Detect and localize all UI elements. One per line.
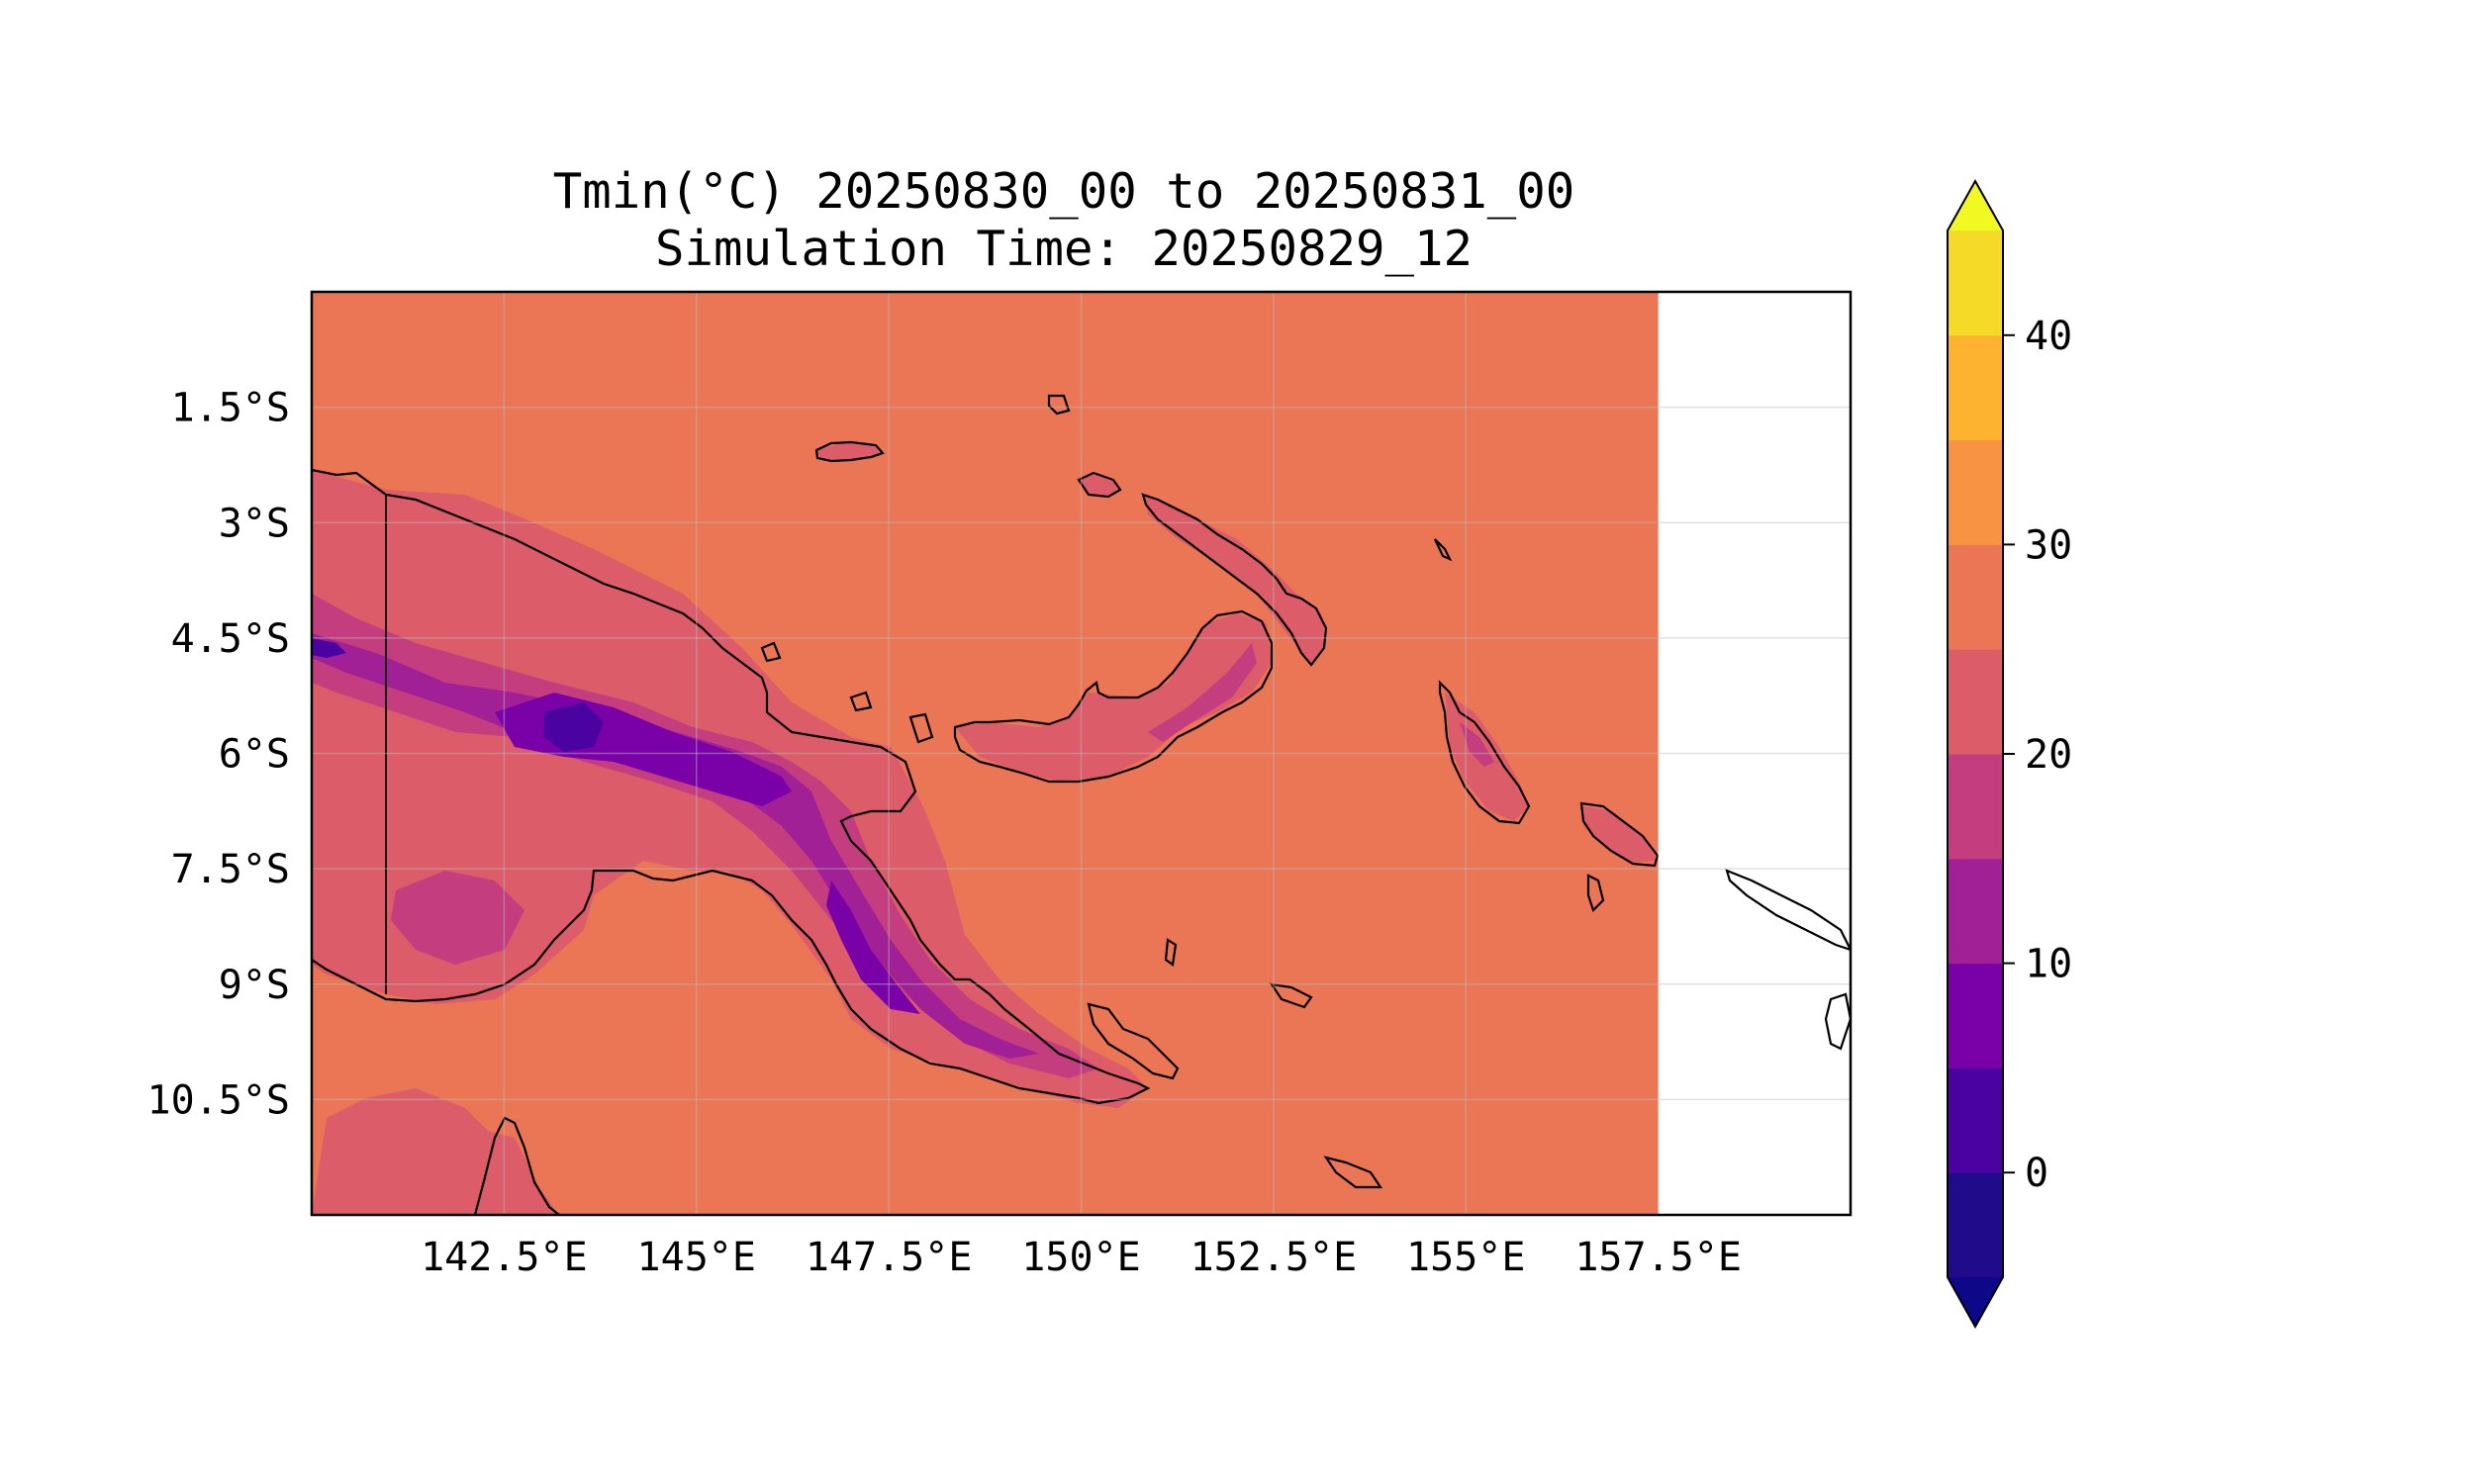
fly-river-highland-band: [391, 871, 524, 965]
louisiade-coastline: [1323, 1156, 1383, 1189]
colorbar-tick-label: 20: [2025, 732, 2072, 778]
santa-isabel-coastline: [1725, 869, 1851, 952]
colorbar-segments: [1947, 178, 2004, 1330]
small-island-4: [849, 691, 873, 712]
colorbar-segment: [1948, 649, 2003, 755]
small-island-2: [1434, 538, 1453, 562]
gridlines: [312, 292, 1851, 1215]
new-britain-coastline: [953, 609, 1274, 784]
lat-tick-label: 6°S: [219, 732, 290, 778]
summit-band: [312, 638, 346, 658]
new-britain-highland-band: [1148, 643, 1257, 742]
colorbar-segment: [1948, 231, 2003, 336]
new-guinea-coastline: [312, 468, 1151, 1105]
colorbar-over-extension: [1948, 181, 2003, 231]
bougainville-highland-band: [1460, 722, 1494, 767]
choiseul-coastline: [1579, 801, 1660, 868]
colorbar-segment: [1948, 334, 2003, 441]
colorbar-segment: [1948, 439, 2003, 545]
manus-coastline: [814, 440, 885, 463]
small-island-3: [760, 641, 782, 663]
map-subtitle: Simulation Time: 20250829_12: [655, 221, 1473, 277]
latitude-tick-labels: 1.5°S 3°S 4.5°S 6°S 7.5°S 9°S 10.5°S: [147, 386, 291, 1124]
colorbar-segment: [1948, 963, 2003, 1068]
mussau-land-band: [1079, 473, 1118, 495]
lon-tick-label: 145°E: [637, 1235, 756, 1280]
colorbar-segment: [1948, 544, 2003, 650]
lat-tick-label: 7.5°S: [171, 847, 290, 892]
cape-york-coastline: [473, 1116, 560, 1215]
colorbar-tick-label: 30: [2025, 522, 2072, 568]
lat-tick-label: 1.5°S: [171, 386, 290, 431]
land-temperature-bands: [312, 443, 1658, 1215]
colorbar-segment: [1948, 1172, 2003, 1278]
bougainville-coastline: [1438, 680, 1531, 825]
longitude-tick-labels: 142.5°E 145°E 147.5°E 150°E 152.5°E 155°E 157.…: [421, 1235, 1742, 1280]
choiseul-land-band: [1583, 806, 1658, 863]
lon-tick-label: 142.5°E: [421, 1235, 588, 1280]
small-island-1: [1047, 394, 1071, 416]
lon-tick-label: 157.5°E: [1574, 1235, 1742, 1280]
mussau-coastline: [1077, 471, 1122, 499]
manus-land-band: [816, 443, 881, 460]
lon-tick-label: 147.5°E: [806, 1235, 973, 1280]
colorbar-outline: [1947, 178, 2004, 1330]
colorbar-under-extension: [1948, 1277, 2003, 1327]
new-ireland-coastline: [1141, 493, 1328, 667]
colorbar-tick-label: 10: [2025, 942, 2072, 987]
central-range-mountain-band: [312, 633, 1039, 1059]
lon-tick-label: 155°E: [1406, 1235, 1525, 1280]
plot-area: [312, 292, 1851, 1215]
lon-tick-label: 152.5°E: [1190, 1235, 1358, 1280]
dentrecasteaux-coastline: [1087, 1002, 1180, 1080]
plot-frame: [310, 290, 1853, 1217]
small-island-6: [1164, 938, 1178, 967]
coastlines: [312, 394, 1851, 1215]
colorbar-tick-label: 40: [2025, 314, 2072, 359]
lat-tick-label: 9°S: [219, 963, 290, 1008]
trobriand-coastline: [1269, 982, 1313, 1009]
map-title: Tmin(°C) 20250830_00 to 20250831_00: [553, 163, 1575, 220]
new-georgia-coastline: [1586, 874, 1605, 913]
lat-tick-label: 4.5°S: [171, 616, 290, 662]
summit-band-2: [544, 702, 604, 752]
colorbar: 0 10 20 30 40: [1947, 178, 2072, 1330]
colorbar-segment: [1948, 858, 2003, 965]
lat-tick-label: 10.5°S: [147, 1077, 291, 1123]
colorbar-ticks: 0 10 20 30 40: [2003, 314, 2072, 1196]
colorbar-segment: [1948, 754, 2003, 860]
colorbar-tick-label: 0: [2025, 1151, 2048, 1196]
owen-stanley-peak-band: [826, 881, 920, 1014]
lat-tick-label: 3°S: [219, 501, 290, 546]
colorbar-segment: [1948, 1067, 2003, 1173]
cape-york-land-band: [465, 1128, 559, 1215]
small-island-5: [908, 712, 934, 744]
new-ireland-land-band: [1143, 495, 1326, 663]
guadalcanal-coastline: [1824, 992, 1851, 1051]
lon-tick-label: 150°E: [1021, 1235, 1140, 1280]
